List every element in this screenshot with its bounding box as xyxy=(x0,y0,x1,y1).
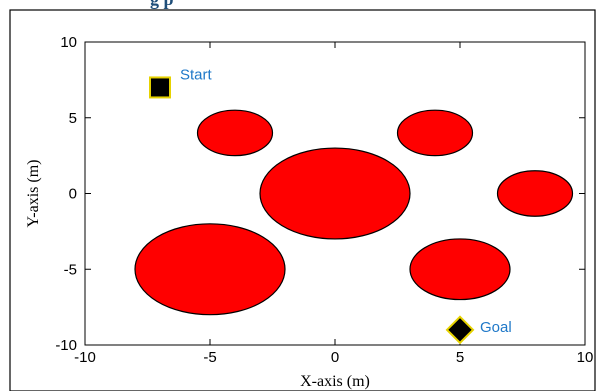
x-axis-label: X-axis (m) xyxy=(300,373,370,390)
start-label: Start xyxy=(180,66,213,83)
y-tick-label: 5 xyxy=(69,110,77,127)
x-tick-label: 10 xyxy=(577,349,594,366)
y-axis-label: Y-axis (m) xyxy=(25,160,42,228)
x-tick-label: -5 xyxy=(203,349,216,366)
x-tick-label: -10 xyxy=(74,349,96,366)
y-tick-label: -5 xyxy=(64,261,77,278)
x-tick-label: 5 xyxy=(456,349,464,366)
y-tick-label: 10 xyxy=(60,34,77,51)
goal-label: Goal xyxy=(480,319,512,336)
obstacle-6 xyxy=(409,238,511,301)
figure-caption-fragment: g p xyxy=(150,0,390,15)
markers-layer: Start Goal xyxy=(149,66,512,345)
figure-border xyxy=(9,9,596,391)
obstacle-2 xyxy=(396,109,474,157)
ticks-layer: -10 -5 0 5 10 -10 -5 0 5 10 xyxy=(55,34,593,366)
y-tick-label: -10 xyxy=(55,337,77,354)
obstacles-layer xyxy=(134,109,574,316)
obstacle-5 xyxy=(134,223,286,316)
start-marker xyxy=(149,76,171,99)
obstacle-1 xyxy=(196,109,274,157)
obstacle-4 xyxy=(496,170,574,217)
x-tick-label: 0 xyxy=(331,349,339,366)
goal-marker xyxy=(445,315,475,345)
y-tick-label: 0 xyxy=(69,186,77,203)
obstacle-3 xyxy=(259,147,411,240)
